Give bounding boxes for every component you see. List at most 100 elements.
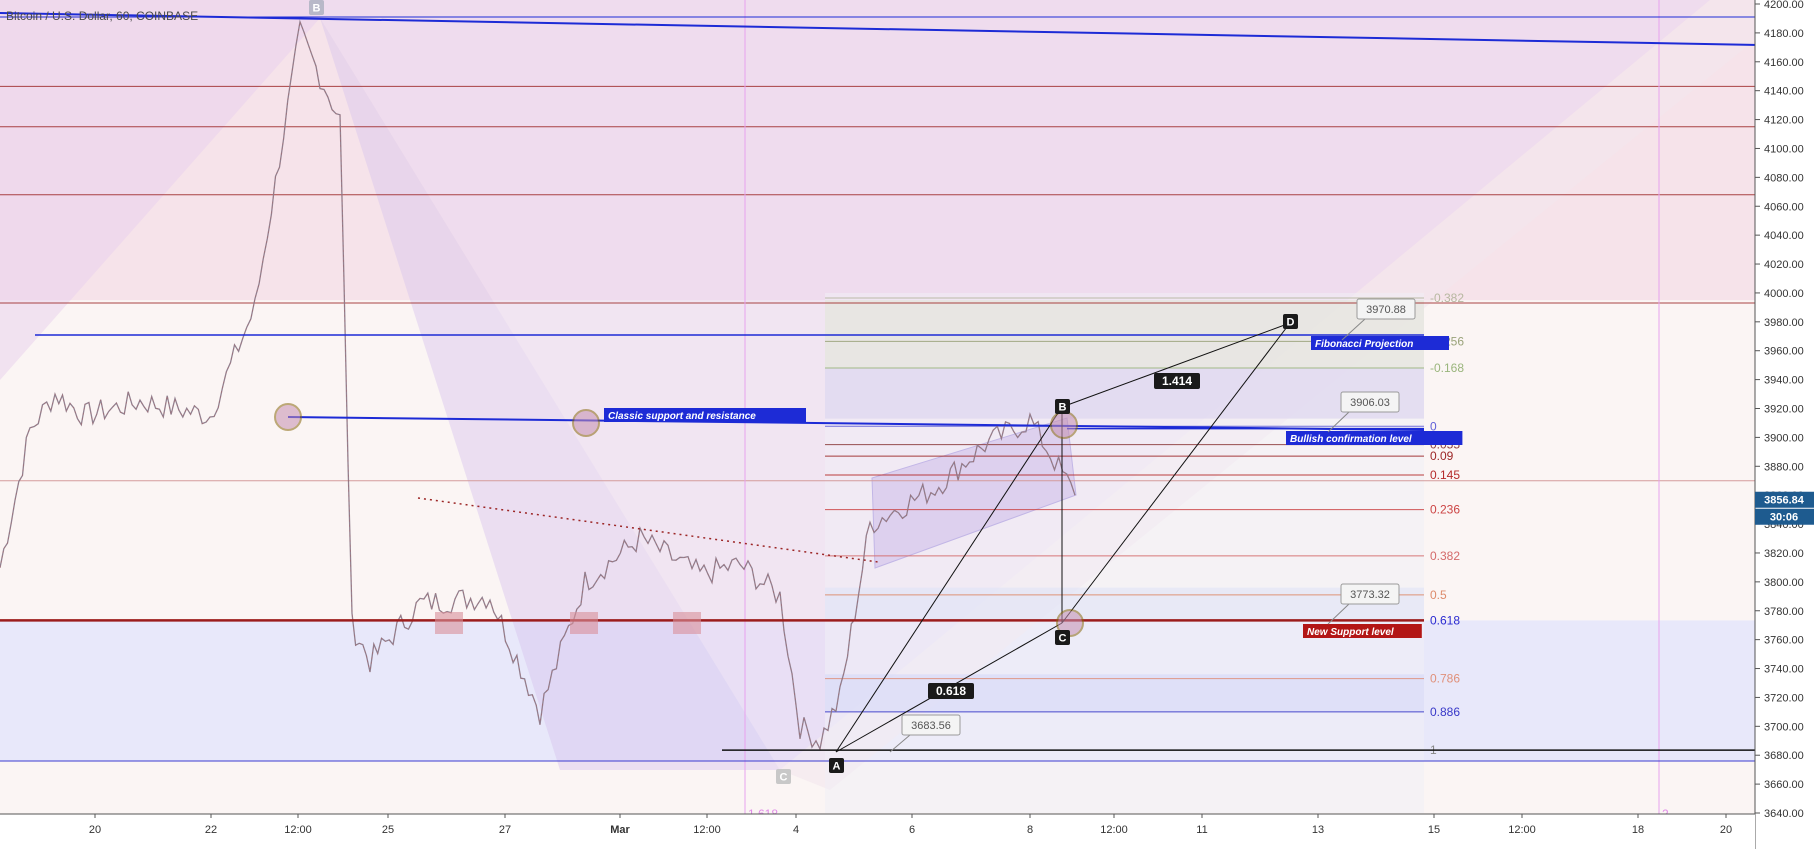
ratio-0618-tag: 0.618 (928, 683, 974, 699)
time-axis-label: 15 (1428, 824, 1440, 836)
price-axis-label: 4040.00 (1764, 230, 1804, 242)
time-axis-label: 12:00 (284, 824, 312, 836)
fib-level-label: 0.5 (1430, 588, 1447, 602)
point-A-bg (829, 758, 844, 773)
ratio-0618-tag-bg (928, 683, 974, 699)
point-big-C-bg (776, 769, 791, 784)
price-axis-label: 3640.00 (1764, 808, 1804, 820)
top-trendline (0, 12, 1814, 47)
time-axis-bg (0, 814, 1755, 849)
callout-3970-text: 3970.88 (1366, 304, 1406, 316)
price-axis-label: 3780.00 (1764, 606, 1804, 618)
callout-3773-text: 3773.32 (1350, 589, 1390, 601)
countdown-badge (1755, 508, 1814, 525)
callout-3683-pointer (889, 734, 911, 753)
bullish-confirmation-label: Bullish confirmation level (1286, 431, 1463, 445)
time-axis-label: 4 (793, 824, 799, 836)
fib-level-label: 0.236 (1430, 503, 1460, 517)
countdown-value: 30:06 (1770, 512, 1798, 524)
callout-3683-text: 3683.56 (911, 720, 951, 732)
last-price-value: 3856.84 (1764, 495, 1805, 507)
callout-3773-pointer (1327, 603, 1350, 625)
callout-3970-pointer (1341, 318, 1366, 341)
point-D-text: D (1287, 317, 1295, 329)
price-axis-label: 4140.00 (1764, 86, 1804, 98)
classic-support-line (287, 416, 1425, 431)
abcd-line-AB (835, 406, 1063, 753)
abcd-line-BD (1061, 322, 1291, 408)
price-axis-label: 4020.00 (1764, 259, 1804, 271)
time-axis-label: 6 (909, 824, 915, 836)
new-support-label-text: New Support level (1307, 627, 1394, 638)
callout-3970-box (1356, 298, 1416, 320)
price-series-line (0, 19, 1076, 752)
time-axis-label: 11 (1196, 824, 1207, 836)
new-support-label: New Support level (1303, 624, 1422, 638)
price-axis-label: 3720.00 (1764, 692, 1804, 704)
time-axis-label: 20 (89, 824, 101, 836)
wedge-big-BC (320, 18, 780, 770)
point-C-text: C (1059, 633, 1067, 645)
time-axis-label: 12:00 (693, 824, 721, 836)
new-support-label-bg (1303, 624, 1422, 638)
point-B-bg (1055, 399, 1070, 414)
callout-3906-pointer (1327, 411, 1350, 433)
point-C: C (1055, 630, 1070, 645)
point-big-C: C (776, 769, 791, 784)
callout-3970: 3970.88 (1341, 298, 1416, 341)
last-price-badge (1755, 491, 1814, 508)
price-axis-label: 4120.00 (1764, 115, 1804, 127)
symbol-title: Bitcoin / U.S. Dollar, 60, COINBASE (6, 9, 199, 23)
fib-level-label: -0.382 (1430, 291, 1464, 305)
fib-level-label: 0.618 (1430, 613, 1460, 627)
time-axis-label: 12:00 (1508, 824, 1536, 836)
price-axis-label: 3660.00 (1764, 779, 1804, 791)
bullish-confirmation-label-bg (1286, 431, 1463, 445)
price-axis-label: 3820.00 (1764, 548, 1804, 560)
fib-zone-top (825, 300, 1424, 369)
point-D: D (1283, 314, 1298, 329)
classic-support-label-bg (604, 408, 806, 422)
fibonacci-projection-label-bg (1311, 336, 1449, 350)
highlight-circle-2 (1050, 411, 1078, 439)
ratio-1414-tag-text: 1.414 (1162, 374, 1192, 388)
price-axis-label: 4200.00 (1764, 0, 1804, 11)
price-axis-label: 3680.00 (1764, 750, 1804, 762)
support-touch-box-1 (570, 612, 598, 634)
callout-3906-text: 3906.03 (1350, 397, 1390, 409)
callout-3906-box (1340, 391, 1400, 413)
price-axis-label: 3980.00 (1764, 317, 1804, 329)
fib-level-label: 0.786 (1430, 672, 1460, 686)
callout-3683: 3683.56 (889, 714, 961, 753)
price-axis-label: 4080.00 (1764, 172, 1804, 184)
price-axis-label: 3900.00 (1764, 432, 1804, 444)
point-B: B (1055, 399, 1070, 414)
point-A: A (829, 758, 844, 773)
point-big-B: B (309, 0, 324, 15)
highlight-circle-0 (274, 403, 302, 431)
support-touch-box-0 (435, 612, 463, 634)
time-axis-label: 27 (499, 824, 511, 836)
price-axis-label: 3920.00 (1764, 404, 1804, 416)
price-axis-label: 3960.00 (1764, 346, 1804, 358)
classic-support-label-text: Classic support and resistance (608, 411, 756, 422)
point-C-bg (1055, 630, 1070, 645)
price-axis-label: 3760.00 (1764, 635, 1804, 647)
callout-3683-box (901, 714, 961, 736)
time-axis-label: Mar (610, 824, 630, 836)
point-A-text: A (833, 761, 841, 773)
price-axis-label: 3800.00 (1764, 577, 1804, 589)
fib-level-label: 0.145 (1430, 468, 1460, 482)
time-axis-label: 20 (1720, 824, 1732, 836)
callout-3773: 3773.32 (1327, 583, 1400, 625)
price-axis-label: 4180.00 (1764, 28, 1804, 40)
point-big-C-text: C (780, 772, 788, 784)
ratio-1414-tag-bg (1154, 373, 1200, 389)
price-axis-label: 3940.00 (1764, 375, 1804, 387)
fib-zone-2 (825, 368, 1424, 419)
ratio-1414-tag: 1.414 (1154, 373, 1200, 389)
price-axis-label: 3700.00 (1764, 721, 1804, 733)
bullish-confirmation-label-text: Bullish confirmation level (1290, 434, 1412, 445)
